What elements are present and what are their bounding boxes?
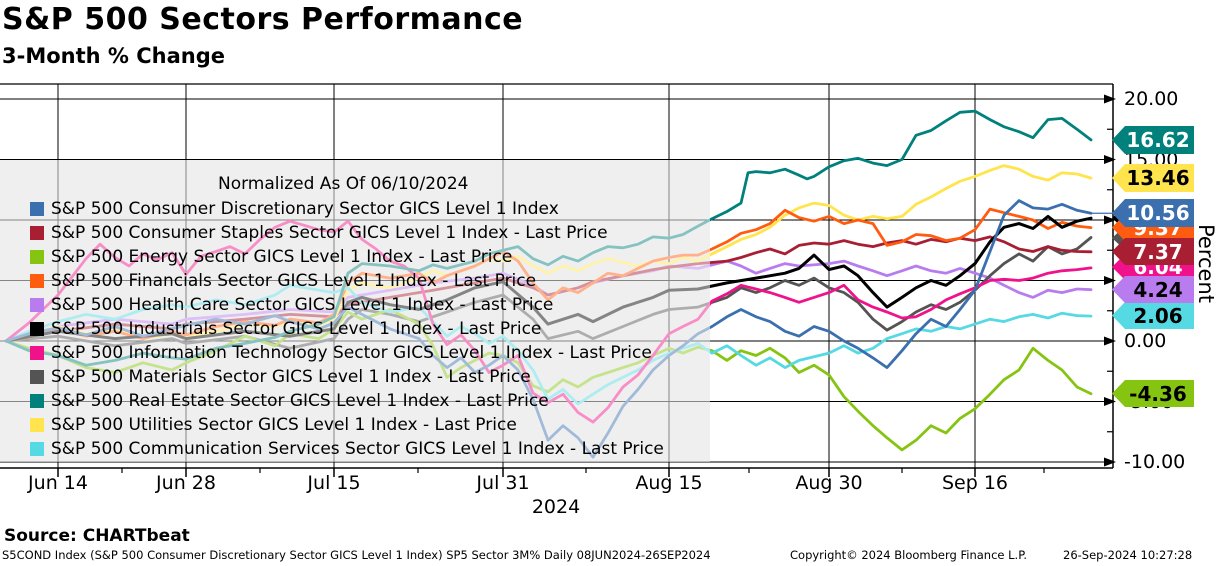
legend-item[interactable]: S&P 500 Materials Sector GICS Level 1 In…: [30, 365, 664, 389]
y-axis-arrow: [1104, 457, 1116, 467]
y-axis-tick-label: -10.00: [1124, 451, 1186, 473]
legend-swatch-icon: [30, 346, 44, 360]
x-axis-tick-label: Aug 30: [795, 472, 863, 494]
x-axis-tick-label: Sep 16: [941, 472, 1009, 494]
y-axis-title: Percent: [1194, 224, 1218, 304]
page-title: S&P 500 Sectors Performance: [2, 2, 524, 37]
legend-label: S&P 500 Communication Services Sector GI…: [51, 439, 664, 459]
legend-item[interactable]: S&P 500 Industrials Sector GICS Level 1 …: [30, 317, 664, 341]
last-price-badge-real-estate[interactable]: 16.62: [1112, 126, 1194, 154]
y-axis-arrow: [1104, 276, 1116, 285]
legend-swatch-icon: [30, 250, 44, 264]
legend-swatch-icon: [30, 322, 44, 336]
legend-item[interactable]: S&P 500 Energy Sector GICS Level 1 Index…: [30, 245, 664, 269]
legend-item[interactable]: S&P 500 Information Technology Sector GI…: [30, 341, 664, 365]
last-price-badge-utilities[interactable]: 13.46: [1112, 164, 1194, 192]
legend-label: S&P 500 Health Care Sector GICS Level 1 …: [51, 295, 554, 315]
legend-label: S&P 500 Consumer Staples Sector GICS Lev…: [51, 223, 608, 243]
last-price-badge-cons-disc[interactable]: 10.56: [1112, 199, 1194, 227]
legend-swatch-icon: [30, 418, 44, 432]
footer-timestamp: 26-Sep-2024 10:27:28: [1063, 548, 1193, 562]
y-axis-arrow: [1104, 336, 1116, 346]
x-axis-tick-label: Aug 15: [635, 472, 703, 494]
legend-item[interactable]: S&P 500 Health Care Sector GICS Level 1 …: [30, 293, 664, 317]
footer-copyright: Copyright© 2024 Bloomberg Finance L.P.: [790, 548, 1027, 562]
legend-label: S&P 500 Information Technology Sector GI…: [51, 343, 652, 363]
last-price-badge-cons-staples[interactable]: 7.37: [1112, 238, 1194, 265]
x-axis-tick-label: Jul 31: [476, 472, 530, 494]
y-axis-arrow: [1104, 397, 1116, 406]
page-subtitle: 3-Month % Change: [2, 44, 226, 68]
legend-label: S&P 500 Utilities Sector GICS Level 1 In…: [51, 415, 517, 435]
last-price-badge-comm-svcs[interactable]: 2.06: [1112, 302, 1194, 329]
x-axis-year-label: 2024: [531, 496, 581, 518]
legend-label: S&P 500 Energy Sector GICS Level 1 Index…: [51, 247, 513, 267]
y-axis-tick-label: 20.00: [1124, 88, 1179, 110]
legend-item[interactable]: S&P 500 Utilities Sector GICS Level 1 In…: [30, 413, 664, 437]
legend-swatch-icon: [30, 202, 44, 216]
x-axis-tick-label: Jun 28: [156, 472, 216, 494]
legend-swatch-icon: [30, 370, 44, 384]
x-axis-tick-label: Jun 14: [28, 472, 88, 494]
legend-item[interactable]: S&P 500 Communication Services Sector GI…: [30, 437, 664, 461]
normalized-annotation: Normalized As Of 06/10/2024: [218, 174, 469, 194]
legend-swatch-icon: [30, 394, 44, 408]
legend-label: S&P 500 Real Estate Sector GICS Level 1 …: [51, 391, 549, 411]
legend-label: S&P 500 Materials Sector GICS Level 1 In…: [51, 367, 531, 387]
y-axis-tick-label: 0.00: [1124, 330, 1167, 352]
legend-item[interactable]: S&P 500 Consumer Discretionary Sector GI…: [30, 197, 664, 221]
legend-swatch-icon: [30, 274, 44, 288]
last-price-badge-health-care[interactable]: 4.24: [1112, 276, 1194, 303]
x-axis-tick-label: Jul 15: [307, 472, 361, 494]
legend-item[interactable]: S&P 500 Real Estate Sector GICS Level 1 …: [30, 389, 664, 413]
legend: S&P 500 Consumer Discretionary Sector GI…: [30, 197, 664, 461]
legend-swatch-icon: [30, 298, 44, 312]
y-axis-arrow: [1104, 94, 1116, 104]
footer-security-info: S5COND Index (S&P 500 Consumer Discretio…: [2, 548, 711, 562]
y-axis-arrow: [1104, 155, 1116, 164]
last-price-badge-energy[interactable]: -4.36: [1112, 380, 1194, 407]
legend-swatch-icon: [30, 442, 44, 456]
legend-label: S&P 500 Financials Sector GICS Level 1 I…: [51, 271, 537, 291]
y-axis-arrow: [1104, 215, 1116, 225]
legend-swatch-icon: [30, 226, 44, 240]
source-line: Source: CHARTbeat: [4, 526, 190, 546]
normalized-region-wash: [0, 160, 710, 462]
legend-label: S&P 500 Industrials Sector GICS Level 1 …: [51, 319, 542, 339]
legend-item[interactable]: S&P 500 Financials Sector GICS Level 1 I…: [30, 269, 664, 293]
legend-label: S&P 500 Consumer Discretionary Sector GI…: [51, 199, 559, 219]
legend-item[interactable]: S&P 500 Consumer Staples Sector GICS Lev…: [30, 221, 664, 245]
